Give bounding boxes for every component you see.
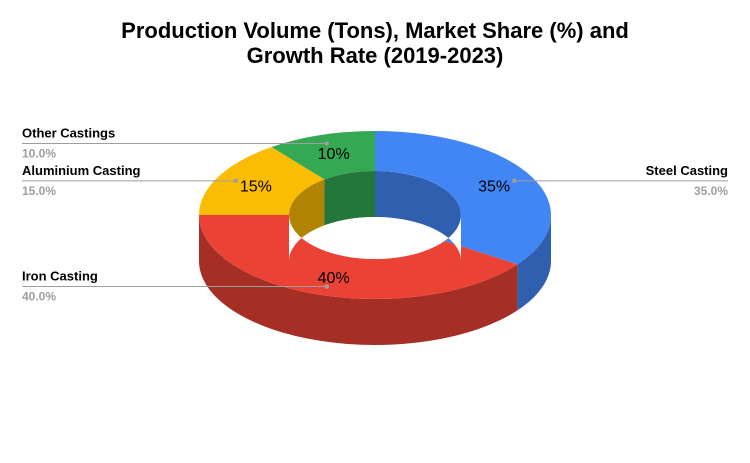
legend-value-iron-casting: 40.0% (22, 290, 56, 304)
hole-wall-other-castings (324, 171, 375, 226)
side-wall-steel-casting (517, 215, 551, 311)
legend-value-aluminium-casting: 15.0% (22, 184, 56, 198)
donut-hole (289, 215, 461, 261)
chart-title-line-2: Growth Rate (2019-2023) (246, 43, 504, 68)
legend-value-steel-casting: 35.0% (694, 184, 728, 198)
slice-label-other-castings: 10% (318, 146, 350, 163)
legend-value-other-castings: 10.0% (22, 146, 56, 160)
leader-dot-other-castings (324, 141, 329, 146)
chart-title: Production Volume (Tons), Market Share (… (0, 18, 750, 68)
donut-slices (199, 130, 551, 299)
legend-name-aluminium-casting: Aluminium Casting (22, 163, 141, 178)
legend-name-steel-casting: Steel Casting (646, 163, 728, 178)
leader-lines: Steel Casting 35.0% Iron Casting 40.0% Alumi… (22, 125, 728, 304)
leader-dot-iron-casting (324, 284, 329, 289)
slice-label-aluminium-casting: 15% (240, 178, 272, 195)
slice-label-steel-casting: 35% (478, 178, 510, 195)
hole-floor (289, 215, 461, 261)
leader-dot-steel-casting (511, 178, 517, 184)
hole-wall-steel-casting (375, 171, 461, 261)
slice-aluminium-casting (199, 147, 325, 215)
slice-steel-casting (375, 131, 551, 265)
donut-side-walls (199, 215, 551, 345)
slice-labels: 35% 40% 15% 10% (240, 146, 510, 287)
side-wall-iron-casting (199, 215, 518, 345)
slice-iron-casting (199, 215, 518, 299)
legend-name-other-castings: Other Castings (22, 125, 115, 140)
leader-dot-aluminium-casting (233, 178, 239, 184)
chart-title-line-1: Production Volume (Tons), Market Share (… (121, 18, 629, 43)
legend-name-iron-casting: Iron Casting (22, 269, 98, 284)
slice-label-iron-casting: 40% (318, 270, 350, 287)
